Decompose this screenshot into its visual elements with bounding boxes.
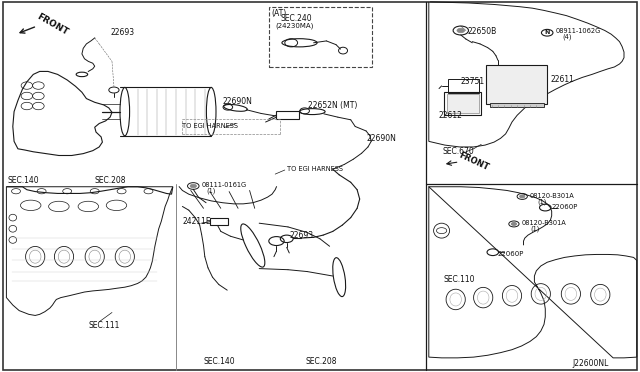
Text: SEC.208: SEC.208 [95,176,126,185]
Text: (1): (1) [530,225,540,232]
Text: (4): (4) [562,34,572,41]
Text: (1): (1) [206,187,216,194]
Text: TO EGI HARNESS: TO EGI HARNESS [287,166,343,172]
Text: 23751: 23751 [461,77,485,86]
Text: 24211E: 24211E [182,217,211,226]
Text: (1): (1) [538,198,547,205]
Text: TO EGI HARNESS: TO EGI HARNESS [182,124,238,129]
Text: 08111-0161G: 08111-0161G [202,182,247,188]
Text: FRONT: FRONT [458,151,490,173]
Circle shape [457,28,465,33]
Text: SEC.140: SEC.140 [204,357,235,366]
Text: SEC.111: SEC.111 [88,321,120,330]
Text: 22060P: 22060P [498,251,524,257]
Bar [448,79,479,93]
Text: 22650B: 22650B [467,27,497,36]
Text: 22652N (MT): 22652N (MT) [308,101,358,110]
Text: 22612: 22612 [438,111,462,120]
Text: 08911-1062G: 08911-1062G [556,28,601,34]
Bar [210,218,228,225]
Text: 22611: 22611 [550,76,574,84]
Circle shape [511,222,516,225]
Text: (24230MA): (24230MA) [275,22,314,29]
Text: SEC.240: SEC.240 [280,14,312,23]
Text: 22693: 22693 [289,231,314,240]
Text: 08120-B301A: 08120-B301A [522,220,566,226]
Text: 22060P: 22060P [552,204,578,210]
Text: SEC.208: SEC.208 [306,357,337,366]
Text: 22690N: 22690N [366,134,396,143]
Text: N: N [545,30,550,35]
Text: J22600NL: J22600NL [573,359,609,368]
Text: 08120-B301A: 08120-B301A [530,193,575,199]
Circle shape [190,184,196,188]
Text: (AT): (AT) [271,9,287,17]
Circle shape [520,195,525,198]
Bar [276,111,299,119]
Bar [269,7,372,67]
Bar [486,65,547,104]
Text: SEC.140: SEC.140 [8,176,39,185]
Text: SEC.670: SEC.670 [443,147,475,156]
Text: 22690N: 22690N [223,97,253,106]
Bar [490,103,544,107]
Bar [447,94,479,113]
Bar [444,92,481,115]
Text: SEC.110: SEC.110 [444,275,475,284]
Text: 22693: 22693 [110,28,134,37]
Text: FRONT: FRONT [35,12,70,37]
